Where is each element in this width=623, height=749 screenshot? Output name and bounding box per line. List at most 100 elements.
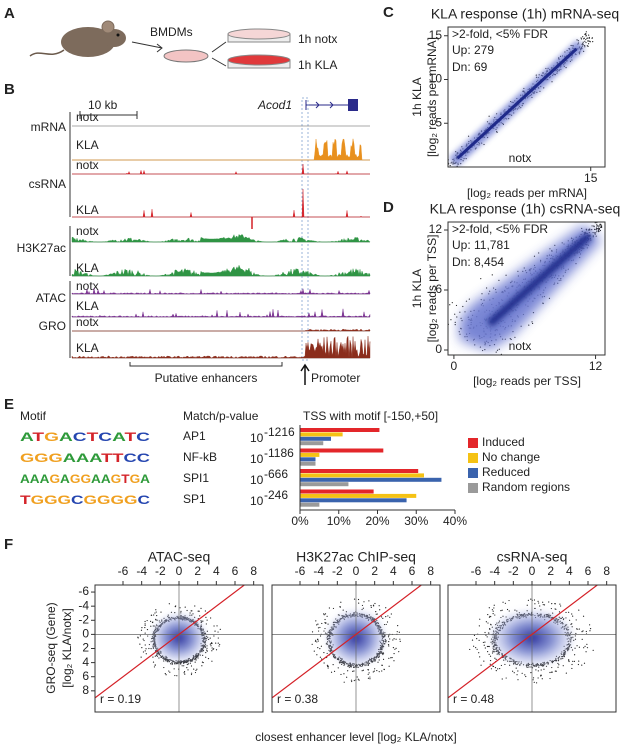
point <box>317 630 320 632</box>
x-tick-label: 0 <box>529 564 536 578</box>
point <box>562 665 564 667</box>
point <box>324 627 326 630</box>
point <box>493 604 495 606</box>
panel-label: A <box>4 5 15 22</box>
y-tick-label: 4 <box>82 655 89 669</box>
point <box>473 645 475 647</box>
point <box>597 230 600 233</box>
point <box>473 634 476 636</box>
point <box>189 612 191 614</box>
point <box>199 654 201 656</box>
point <box>315 620 317 622</box>
bar <box>300 477 442 482</box>
point <box>156 614 158 617</box>
point <box>499 667 501 670</box>
point <box>500 664 503 667</box>
x-tick-label: 8 <box>603 564 610 578</box>
point <box>171 661 173 664</box>
point <box>388 634 390 636</box>
point <box>347 665 349 667</box>
point <box>140 656 142 658</box>
point <box>493 607 495 609</box>
point <box>487 651 489 653</box>
point <box>163 666 165 669</box>
point <box>186 663 188 666</box>
point <box>194 661 196 663</box>
point <box>597 230 600 232</box>
motif-name: SP1 <box>183 492 206 506</box>
point <box>581 664 583 666</box>
point <box>356 666 358 668</box>
y-tick-label: 2 <box>82 641 89 655</box>
point <box>582 630 584 632</box>
point <box>147 635 149 637</box>
point <box>585 651 587 653</box>
point <box>596 227 598 230</box>
x-axis-unit: [log₂ reads per mRNA] <box>467 186 587 200</box>
point <box>394 648 396 650</box>
point <box>141 627 143 629</box>
point <box>480 664 482 666</box>
point <box>340 673 342 676</box>
point <box>328 607 330 609</box>
panel-label: F <box>4 536 13 553</box>
x-tick-label: 20% <box>365 514 389 528</box>
point <box>332 607 335 610</box>
point <box>584 40 586 42</box>
motif-name: AP1 <box>183 429 206 443</box>
p-value-base: 10 <box>250 473 264 487</box>
point <box>215 642 217 644</box>
point <box>490 616 492 618</box>
y-tick-label: 0 <box>82 627 89 641</box>
point <box>327 623 329 625</box>
point <box>369 678 371 680</box>
point <box>535 682 538 684</box>
point <box>537 677 539 679</box>
point <box>573 654 576 656</box>
point <box>451 302 453 304</box>
panel-label: C <box>383 4 394 21</box>
point <box>504 602 507 604</box>
threshold-note: >2-fold, <5% FDR <box>452 222 548 236</box>
point <box>343 664 345 666</box>
point <box>487 622 489 624</box>
point <box>516 610 518 612</box>
point <box>370 606 372 608</box>
point <box>483 644 485 646</box>
point <box>588 34 590 36</box>
point <box>204 610 206 612</box>
point <box>551 666 553 669</box>
point <box>559 603 561 605</box>
condition-label: 1h KLA <box>298 58 337 72</box>
point <box>208 638 210 641</box>
p-value-exponent: -246 <box>264 488 288 502</box>
y-tick-label: -4 <box>78 598 89 612</box>
point <box>194 605 196 607</box>
point <box>317 647 319 649</box>
point <box>155 609 157 611</box>
point <box>321 658 323 660</box>
point <box>524 674 526 676</box>
point <box>186 609 188 612</box>
point <box>533 681 535 683</box>
x-tick-label: 4 <box>213 564 220 578</box>
panel-label: D <box>383 199 394 216</box>
arrow <box>211 41 227 67</box>
point <box>498 348 500 350</box>
x-tick-label: 0% <box>291 514 309 528</box>
point <box>180 612 182 614</box>
point <box>163 660 165 662</box>
point <box>526 604 528 606</box>
point <box>563 656 565 658</box>
point <box>554 603 556 605</box>
track-sample: notx <box>76 224 99 238</box>
point <box>483 143 485 146</box>
point <box>217 642 219 644</box>
down-count: Dn: 69 <box>452 60 488 74</box>
point <box>176 663 178 665</box>
point <box>492 650 494 652</box>
point <box>585 33 587 35</box>
x-tick-label: 30% <box>404 514 428 528</box>
bar <box>300 461 316 466</box>
point <box>152 621 154 623</box>
